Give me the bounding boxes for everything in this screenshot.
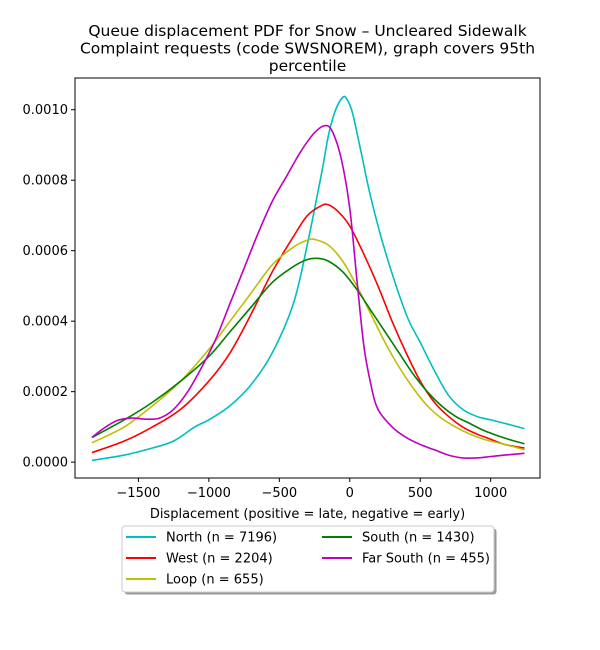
legend: North (n = 7196) West (n = 2204) Loop (n =… [121, 525, 497, 595]
y-tick-label: 0.0004 [23, 315, 69, 330]
legend-box [121, 525, 495, 593]
series-line-1 [91, 203, 525, 454]
y-tick-label: 0.0010 [23, 103, 69, 118]
y-axis: 0.0000 0.0002 0.0004 0.0006 0.0008 0.0010 [23, 103, 75, 471]
x-tick-label: −1500 [116, 486, 160, 501]
series-line-4 [91, 124, 525, 459]
legend-label: Far South (n = 455) [362, 552, 490, 567]
x-tick-label: −1000 [187, 486, 231, 501]
x-tick-label: 1000 [474, 486, 507, 501]
y-tick-label: 0.0008 [23, 174, 69, 189]
legend-label: North (n = 7196) [166, 531, 277, 546]
y-tick-label: 0.0006 [23, 244, 69, 259]
y-tick-label: 0.0002 [23, 385, 69, 400]
legend-label: Loop (n = 655) [166, 573, 264, 588]
chart-title: Queue displacement PDF for Snow – Unclea… [80, 22, 535, 75]
x-axis: −1500 −1000 −500 0 500 1000 [116, 478, 507, 501]
chart-title-line: Queue displacement PDF for Snow – Unclea… [88, 22, 526, 40]
legend-label: West (n = 2204) [166, 552, 273, 567]
y-tick-label: 0.0000 [23, 456, 69, 471]
x-axis-label: Displacement (positive = late, negative … [150, 507, 465, 522]
x-tick-label: −500 [261, 486, 297, 501]
x-tick-label: 0 [346, 486, 354, 501]
x-tick-label: 500 [408, 486, 433, 501]
chart-title-line: percentile [269, 57, 347, 75]
plot-frame [74, 77, 541, 479]
series-line-2 [91, 238, 525, 451]
series-line-3 [91, 257, 525, 445]
legend-label: South (n = 1430) [362, 531, 475, 546]
series-line-0 [91, 95, 525, 462]
chart-title-line: Complaint requests (code SWSNOREM), grap… [80, 40, 535, 58]
plot-series [91, 95, 525, 462]
